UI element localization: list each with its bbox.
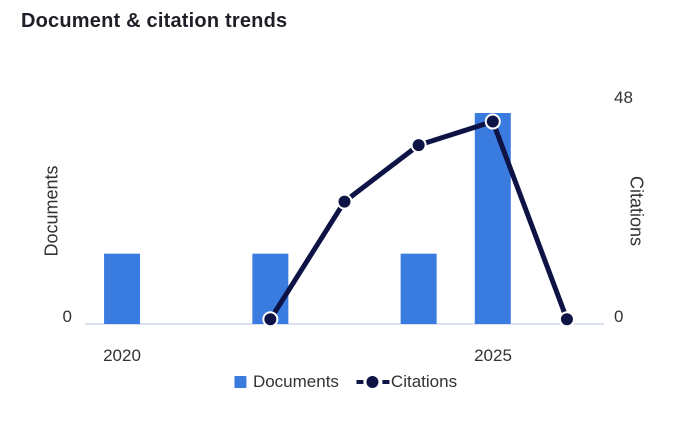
right-axis-tick-zero: 0: [614, 307, 624, 326]
legend-item-documents[interactable]: Documents: [233, 372, 339, 392]
documents-bar-2024: [400, 253, 437, 324]
legend-label-documents: Documents: [252, 372, 339, 391]
citations-line-dot-icon: [356, 376, 390, 388]
documents-bar-2020: [104, 253, 141, 324]
right-axis-tick-max: 48: [614, 88, 633, 107]
x-axis-tick-2025: 2025: [474, 346, 512, 365]
legend: Documents Citations: [233, 372, 458, 392]
documents-bar-2025: [474, 113, 511, 324]
citations-point-2022: [262, 311, 279, 328]
chart-title: Document & citation trends: [21, 10, 288, 32]
citations-point-2025: [484, 113, 501, 130]
citations-point-2026: [558, 311, 575, 328]
left-axis-tick-zero: 0: [62, 307, 72, 326]
citations-point-2023: [336, 193, 353, 210]
documents-swatch-icon: [233, 376, 246, 388]
right-axis-title: Citations: [626, 175, 647, 247]
x-axis-tick-2020: 2020: [103, 346, 141, 365]
legend-item-citations[interactable]: Citations: [356, 372, 458, 392]
left-axis-title: Documents: [41, 165, 62, 257]
legend-label-citations: Citations: [390, 372, 458, 391]
citations-point-2024: [410, 137, 427, 154]
